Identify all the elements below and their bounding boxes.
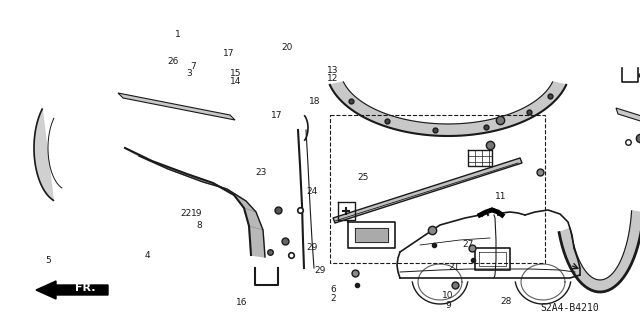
- Polygon shape: [355, 228, 388, 242]
- Text: 2: 2: [330, 294, 335, 303]
- Polygon shape: [333, 158, 522, 223]
- Text: 25: 25: [358, 173, 369, 182]
- Text: 4: 4: [145, 252, 150, 260]
- Text: 21: 21: [449, 263, 460, 272]
- Text: 26: 26: [167, 57, 179, 66]
- Text: 15: 15: [230, 69, 241, 78]
- Text: 11: 11: [495, 192, 506, 201]
- Polygon shape: [34, 109, 53, 200]
- Bar: [330, 115, 545, 263]
- Text: 17: 17: [271, 111, 282, 120]
- Text: 28: 28: [500, 297, 511, 306]
- Text: 10: 10: [442, 291, 454, 300]
- Text: FR.: FR.: [75, 283, 95, 293]
- Polygon shape: [616, 108, 640, 124]
- Text: 12: 12: [327, 74, 339, 83]
- Text: 6: 6: [330, 285, 335, 294]
- Polygon shape: [118, 93, 235, 120]
- Text: 24: 24: [307, 187, 318, 196]
- Polygon shape: [330, 82, 566, 136]
- Polygon shape: [559, 211, 640, 292]
- Text: 18: 18: [309, 97, 321, 106]
- Text: 3: 3: [186, 69, 191, 78]
- Text: 1: 1: [175, 30, 180, 39]
- Text: 29: 29: [314, 266, 326, 275]
- Text: 8: 8: [197, 221, 202, 230]
- Text: 7: 7: [191, 62, 196, 71]
- Text: 29: 29: [307, 243, 318, 252]
- Text: 16: 16: [236, 298, 248, 307]
- Text: 19: 19: [191, 209, 203, 218]
- Text: 20: 20: [281, 43, 292, 52]
- Text: 5: 5: [45, 256, 51, 265]
- Text: 23: 23: [255, 168, 267, 177]
- Text: 22: 22: [180, 209, 191, 218]
- Text: 17: 17: [223, 49, 235, 58]
- FancyArrow shape: [36, 281, 108, 299]
- Text: S2A4-B4210: S2A4-B4210: [541, 303, 600, 313]
- Text: 27: 27: [463, 240, 474, 249]
- Text: 14: 14: [230, 77, 241, 86]
- Polygon shape: [125, 148, 265, 257]
- Text: 9: 9: [445, 301, 451, 310]
- Text: 13: 13: [327, 66, 339, 75]
